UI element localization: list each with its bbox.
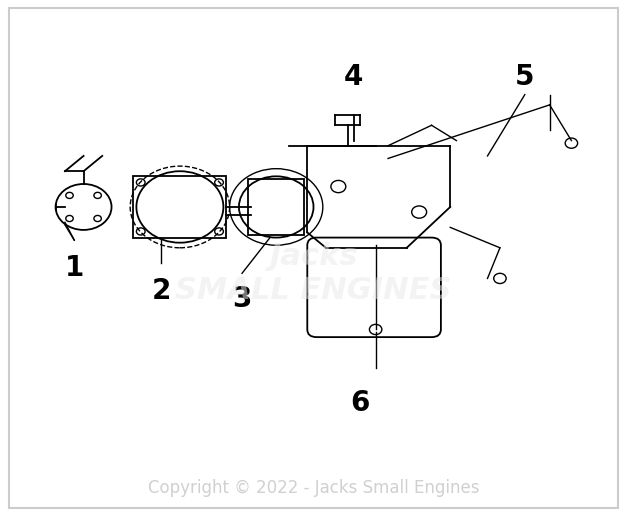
Text: Jacks
SMALL ENGINES: Jacks SMALL ENGINES [176, 242, 451, 304]
Text: 6: 6 [350, 390, 370, 417]
Text: Copyright © 2022 - Jacks Small Engines: Copyright © 2022 - Jacks Small Engines [148, 479, 479, 497]
Text: 4: 4 [344, 63, 364, 91]
Text: 1: 1 [65, 254, 84, 282]
Text: 5: 5 [515, 63, 535, 91]
Text: 3: 3 [233, 285, 251, 313]
Text: 2: 2 [152, 277, 171, 305]
